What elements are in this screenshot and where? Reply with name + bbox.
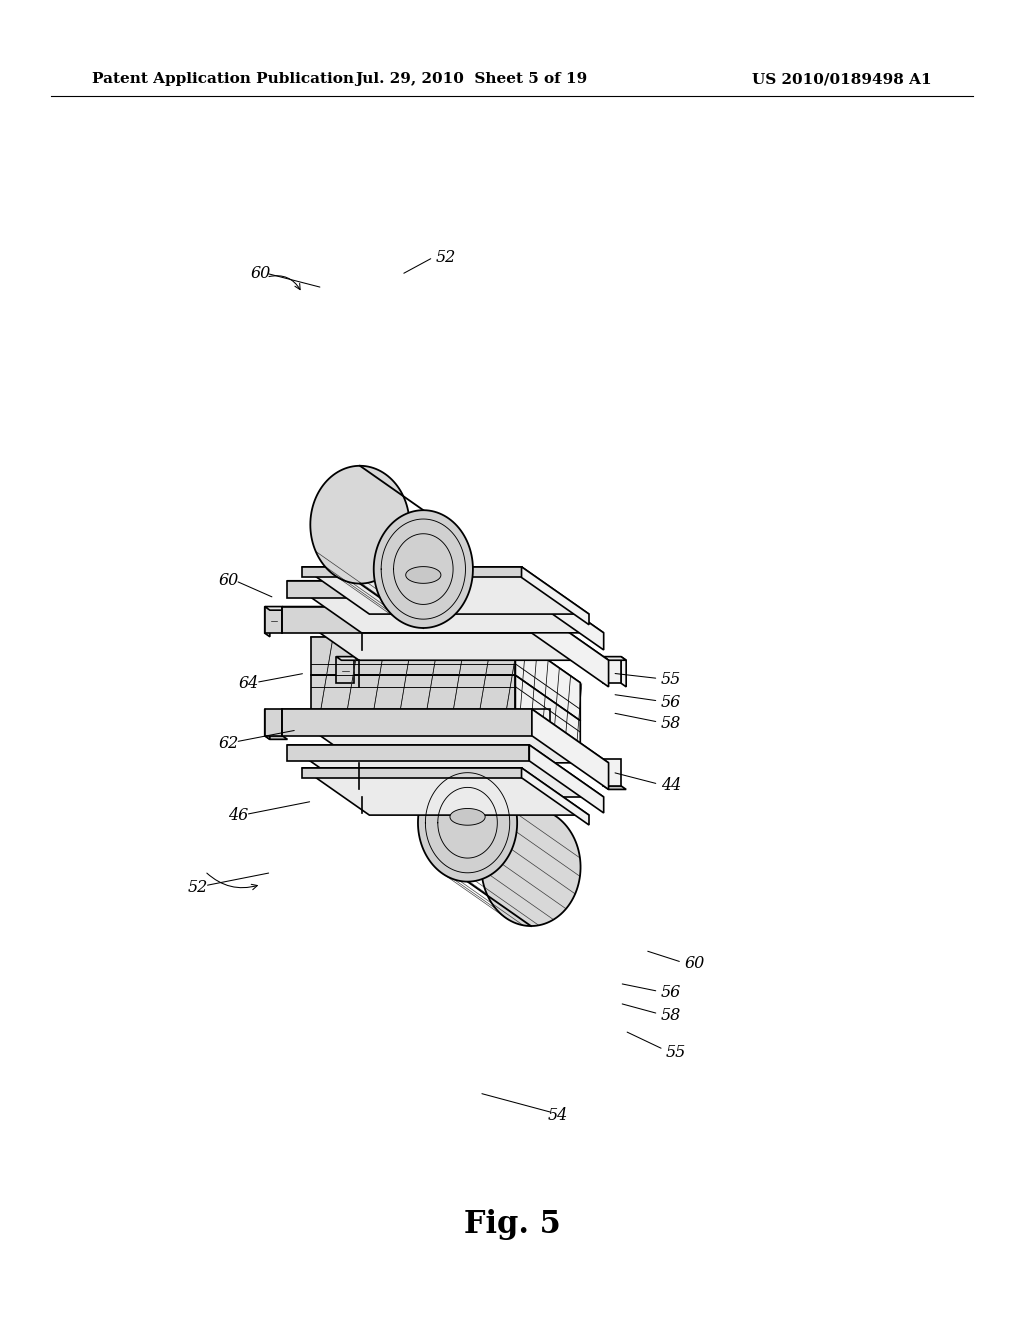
Polygon shape [521,768,589,825]
Text: 46: 46 [228,808,249,824]
Polygon shape [418,764,517,882]
Polygon shape [529,581,604,649]
Polygon shape [336,785,359,789]
Text: 62: 62 [218,735,239,751]
Text: 55: 55 [660,672,681,688]
Polygon shape [603,656,621,684]
Polygon shape [310,676,515,713]
Text: 58: 58 [660,715,681,731]
Polygon shape [603,759,621,785]
Polygon shape [450,808,485,825]
Polygon shape [336,656,354,684]
Polygon shape [302,566,589,614]
Text: 54: 54 [548,1107,568,1123]
Polygon shape [374,511,473,628]
Polygon shape [621,656,627,686]
Text: US 2010/0189498 A1: US 2010/0189498 A1 [753,73,932,86]
Polygon shape [283,607,608,660]
Polygon shape [521,566,589,624]
Polygon shape [531,607,555,610]
Polygon shape [310,638,581,682]
Polygon shape [283,607,531,634]
Polygon shape [531,709,550,735]
Text: 56: 56 [660,985,681,1001]
Polygon shape [287,744,529,760]
Polygon shape [283,709,531,735]
Polygon shape [515,638,581,721]
Polygon shape [603,656,627,660]
Text: 56: 56 [660,694,681,710]
Polygon shape [302,566,521,577]
Polygon shape [515,676,581,759]
Polygon shape [531,607,550,634]
Text: 55: 55 [666,1044,686,1060]
Polygon shape [310,524,473,628]
Polygon shape [529,744,604,813]
Polygon shape [264,735,288,739]
Text: 52: 52 [435,249,456,265]
Polygon shape [310,466,410,583]
Text: 58: 58 [660,1007,681,1023]
Polygon shape [283,709,608,763]
Polygon shape [481,808,581,927]
Text: Patent Application Publication: Patent Application Publication [92,73,354,86]
Polygon shape [287,581,529,598]
Text: Jul. 29, 2010  Sheet 5 of 19: Jul. 29, 2010 Sheet 5 of 19 [355,73,587,86]
Text: 44: 44 [660,777,681,793]
Polygon shape [336,759,354,785]
Polygon shape [287,581,604,632]
Polygon shape [550,607,555,636]
Polygon shape [310,638,515,676]
Polygon shape [418,822,581,927]
Text: Fig. 5: Fig. 5 [464,1209,560,1241]
Polygon shape [264,709,270,739]
Polygon shape [264,607,288,610]
Text: 60: 60 [684,956,705,972]
Text: 52: 52 [187,879,208,895]
Polygon shape [418,764,581,867]
Polygon shape [531,607,608,686]
Polygon shape [406,566,441,583]
Polygon shape [603,785,627,789]
Polygon shape [264,607,283,634]
Text: 64: 64 [239,676,259,692]
Polygon shape [336,656,341,686]
Polygon shape [302,768,589,816]
Text: 60: 60 [218,573,239,589]
Polygon shape [336,759,341,789]
Text: 60: 60 [251,265,271,281]
Polygon shape [310,466,473,569]
Polygon shape [310,713,581,759]
Polygon shape [531,709,608,789]
Polygon shape [287,744,604,797]
Polygon shape [264,709,283,735]
Polygon shape [302,768,521,777]
Polygon shape [336,656,359,660]
Polygon shape [264,607,270,636]
Polygon shape [531,735,555,739]
